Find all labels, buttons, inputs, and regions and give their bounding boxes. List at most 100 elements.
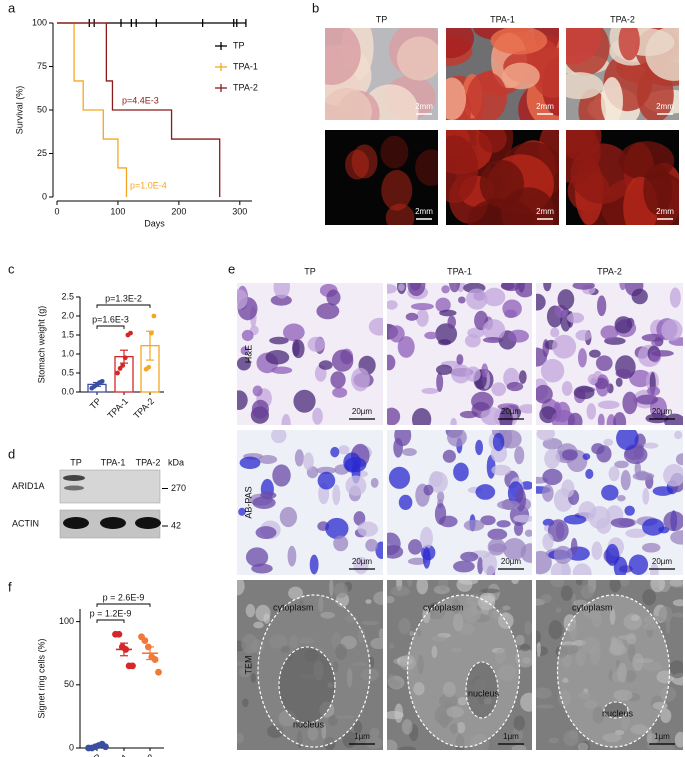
- texture: [511, 744, 527, 750]
- texture: [609, 580, 621, 593]
- texture: [281, 413, 291, 425]
- texture: [421, 387, 439, 394]
- texture: [325, 28, 361, 85]
- texture: [309, 554, 319, 575]
- texture: [388, 325, 405, 343]
- y-tick-label: 100: [59, 616, 74, 626]
- texture: [397, 661, 410, 667]
- texture: [646, 733, 658, 745]
- texture: [242, 698, 249, 708]
- texture: [456, 580, 473, 592]
- texture: [477, 557, 484, 575]
- texture: [569, 729, 579, 740]
- texture: [575, 329, 592, 341]
- texture: [671, 612, 683, 618]
- texture: [458, 296, 466, 304]
- y-tick-label: 2.5: [61, 291, 74, 301]
- data-point: [122, 646, 130, 653]
- texture: [542, 438, 563, 450]
- texture: [507, 329, 529, 343]
- texture: [370, 637, 383, 650]
- texture: [536, 630, 541, 644]
- texture: [610, 517, 635, 528]
- y-tick-label: 100: [32, 17, 47, 27]
- scale-bar-label: 20µm: [652, 557, 673, 566]
- texture: [351, 367, 370, 392]
- image-panel: [387, 430, 532, 575]
- texture: [663, 464, 683, 487]
- texture: [388, 466, 411, 489]
- p-value: p=1.6E-3: [92, 314, 129, 324]
- row-label: AB-PAS: [243, 486, 253, 518]
- texture: [332, 484, 341, 506]
- texture: [536, 293, 546, 311]
- texture: [572, 283, 595, 290]
- texture: [674, 731, 683, 748]
- texture: [365, 736, 383, 750]
- texture: [591, 541, 603, 560]
- texture: [435, 297, 451, 313]
- image-panel: [536, 430, 683, 575]
- data-point: [155, 668, 162, 676]
- texture: [318, 360, 333, 370]
- texture: [307, 336, 326, 352]
- texture: [475, 439, 484, 456]
- x-tick-label: 100: [110, 206, 125, 216]
- texture: [557, 289, 575, 310]
- texture: [650, 580, 666, 593]
- texture: [411, 407, 432, 425]
- texture: [575, 580, 583, 586]
- texture: [420, 526, 433, 550]
- texture: [572, 563, 592, 575]
- bracket: [96, 325, 125, 329]
- texture: [387, 710, 404, 720]
- texture: [561, 479, 575, 498]
- y-tick-label: 25: [37, 148, 47, 158]
- texture: [547, 519, 569, 543]
- texture: [480, 588, 500, 594]
- texture: [669, 583, 683, 588]
- column-label: TP: [376, 14, 388, 24]
- texture: [387, 544, 404, 559]
- legend-label: TPA-2: [233, 82, 258, 92]
- texture: [515, 634, 525, 646]
- texture: [241, 634, 259, 654]
- texture: [542, 468, 563, 486]
- texture: [548, 737, 560, 744]
- data-point: [141, 637, 149, 644]
- y-tick-label: 0.5: [61, 367, 74, 377]
- texture: [553, 545, 573, 564]
- texture: [272, 464, 291, 487]
- texture: [603, 438, 614, 447]
- row-label: TEM: [243, 656, 253, 675]
- texture: [570, 537, 578, 555]
- texture: [238, 666, 251, 678]
- texture: [351, 144, 378, 179]
- texture: [487, 528, 508, 540]
- texture: [629, 369, 652, 388]
- texture: [492, 432, 505, 452]
- texture: [387, 595, 395, 604]
- texture: [380, 135, 409, 169]
- panel-label: f: [8, 579, 12, 594]
- texture: [563, 514, 587, 525]
- texture: [661, 319, 683, 341]
- data-point: [115, 370, 120, 376]
- band: [100, 517, 126, 529]
- texture: [524, 621, 532, 635]
- texture: [513, 715, 526, 731]
- p-value: p=4.4E-3: [122, 95, 159, 105]
- texture: [317, 471, 336, 490]
- texture: [316, 302, 340, 320]
- data-point: [146, 364, 152, 370]
- texture: [388, 673, 395, 682]
- texture: [424, 331, 438, 340]
- texture: [434, 503, 447, 525]
- nucleus-label: nucleus: [602, 708, 634, 718]
- texture: [642, 589, 657, 606]
- texture: [415, 149, 438, 186]
- scale-bar-label: 2mm: [536, 207, 554, 216]
- image-panel: [536, 283, 683, 425]
- texture: [370, 477, 379, 488]
- texture: [303, 452, 314, 471]
